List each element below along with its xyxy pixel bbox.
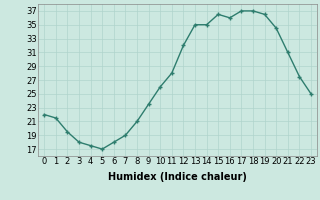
X-axis label: Humidex (Indice chaleur): Humidex (Indice chaleur) — [108, 172, 247, 182]
